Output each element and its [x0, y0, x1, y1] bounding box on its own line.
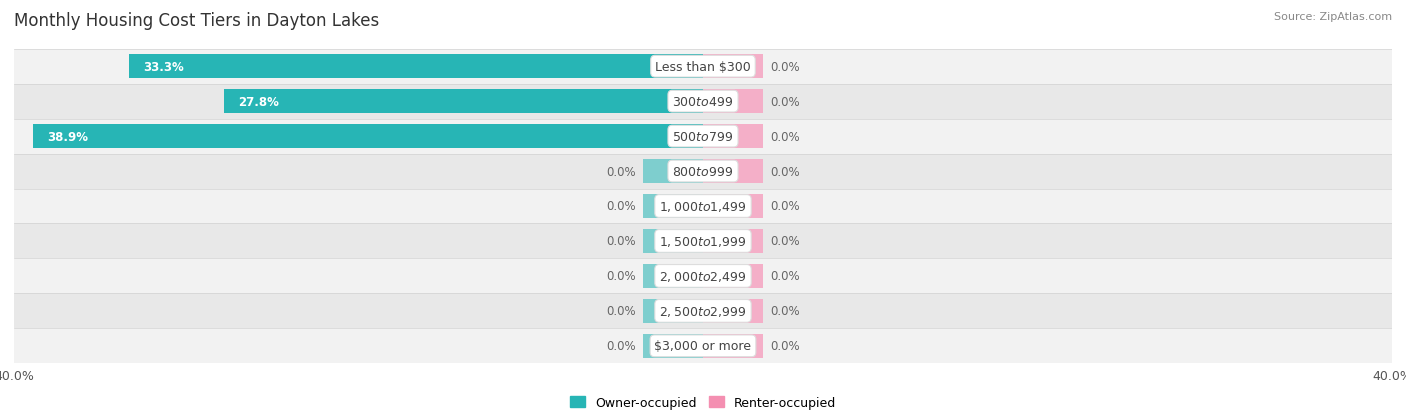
Bar — [643, 334, 703, 358]
Bar — [703, 334, 763, 358]
Text: $500 to $799: $500 to $799 — [672, 130, 734, 143]
Text: 0.0%: 0.0% — [606, 339, 636, 352]
Bar — [14, 224, 1392, 259]
Text: 0.0%: 0.0% — [770, 305, 800, 318]
Text: $300 to $499: $300 to $499 — [672, 95, 734, 108]
Text: $800 to $999: $800 to $999 — [672, 165, 734, 178]
Bar — [224, 90, 703, 114]
Bar — [703, 264, 763, 288]
Bar — [14, 189, 1392, 224]
Bar — [703, 160, 763, 183]
Bar — [643, 195, 703, 218]
Text: $3,000 or more: $3,000 or more — [655, 339, 751, 352]
Text: 0.0%: 0.0% — [770, 130, 800, 143]
Bar — [703, 55, 763, 79]
Text: Source: ZipAtlas.com: Source: ZipAtlas.com — [1274, 12, 1392, 22]
Text: 38.9%: 38.9% — [46, 130, 87, 143]
Text: 0.0%: 0.0% — [770, 270, 800, 283]
Bar — [14, 259, 1392, 294]
Bar — [643, 160, 703, 183]
Text: 27.8%: 27.8% — [238, 95, 278, 108]
Bar — [643, 264, 703, 288]
Bar — [703, 90, 763, 114]
Text: Less than $300: Less than $300 — [655, 61, 751, 74]
Bar — [14, 84, 1392, 119]
Bar — [703, 125, 763, 149]
Text: 33.3%: 33.3% — [143, 61, 184, 74]
Text: 0.0%: 0.0% — [770, 61, 800, 74]
Text: 0.0%: 0.0% — [606, 200, 636, 213]
Bar — [14, 329, 1392, 363]
Text: 0.0%: 0.0% — [770, 200, 800, 213]
Text: $2,000 to $2,499: $2,000 to $2,499 — [659, 269, 747, 283]
Bar — [32, 125, 703, 149]
Text: 0.0%: 0.0% — [606, 270, 636, 283]
Text: $1,500 to $1,999: $1,500 to $1,999 — [659, 235, 747, 248]
Bar — [14, 294, 1392, 329]
Bar — [703, 230, 763, 253]
Text: 0.0%: 0.0% — [770, 339, 800, 352]
Text: 0.0%: 0.0% — [606, 305, 636, 318]
Text: 0.0%: 0.0% — [770, 235, 800, 248]
Text: $1,000 to $1,499: $1,000 to $1,499 — [659, 199, 747, 214]
Text: Monthly Housing Cost Tiers in Dayton Lakes: Monthly Housing Cost Tiers in Dayton Lak… — [14, 12, 380, 30]
Text: 0.0%: 0.0% — [770, 95, 800, 108]
Bar — [643, 299, 703, 323]
Bar — [703, 299, 763, 323]
Bar — [14, 119, 1392, 154]
Bar — [129, 55, 703, 79]
Text: 0.0%: 0.0% — [606, 165, 636, 178]
Bar — [703, 195, 763, 218]
Bar — [14, 154, 1392, 189]
Text: 0.0%: 0.0% — [606, 235, 636, 248]
Bar — [14, 50, 1392, 84]
Text: $2,500 to $2,999: $2,500 to $2,999 — [659, 304, 747, 318]
Bar — [643, 230, 703, 253]
Text: 0.0%: 0.0% — [770, 165, 800, 178]
Legend: Owner-occupied, Renter-occupied: Owner-occupied, Renter-occupied — [565, 391, 841, 413]
